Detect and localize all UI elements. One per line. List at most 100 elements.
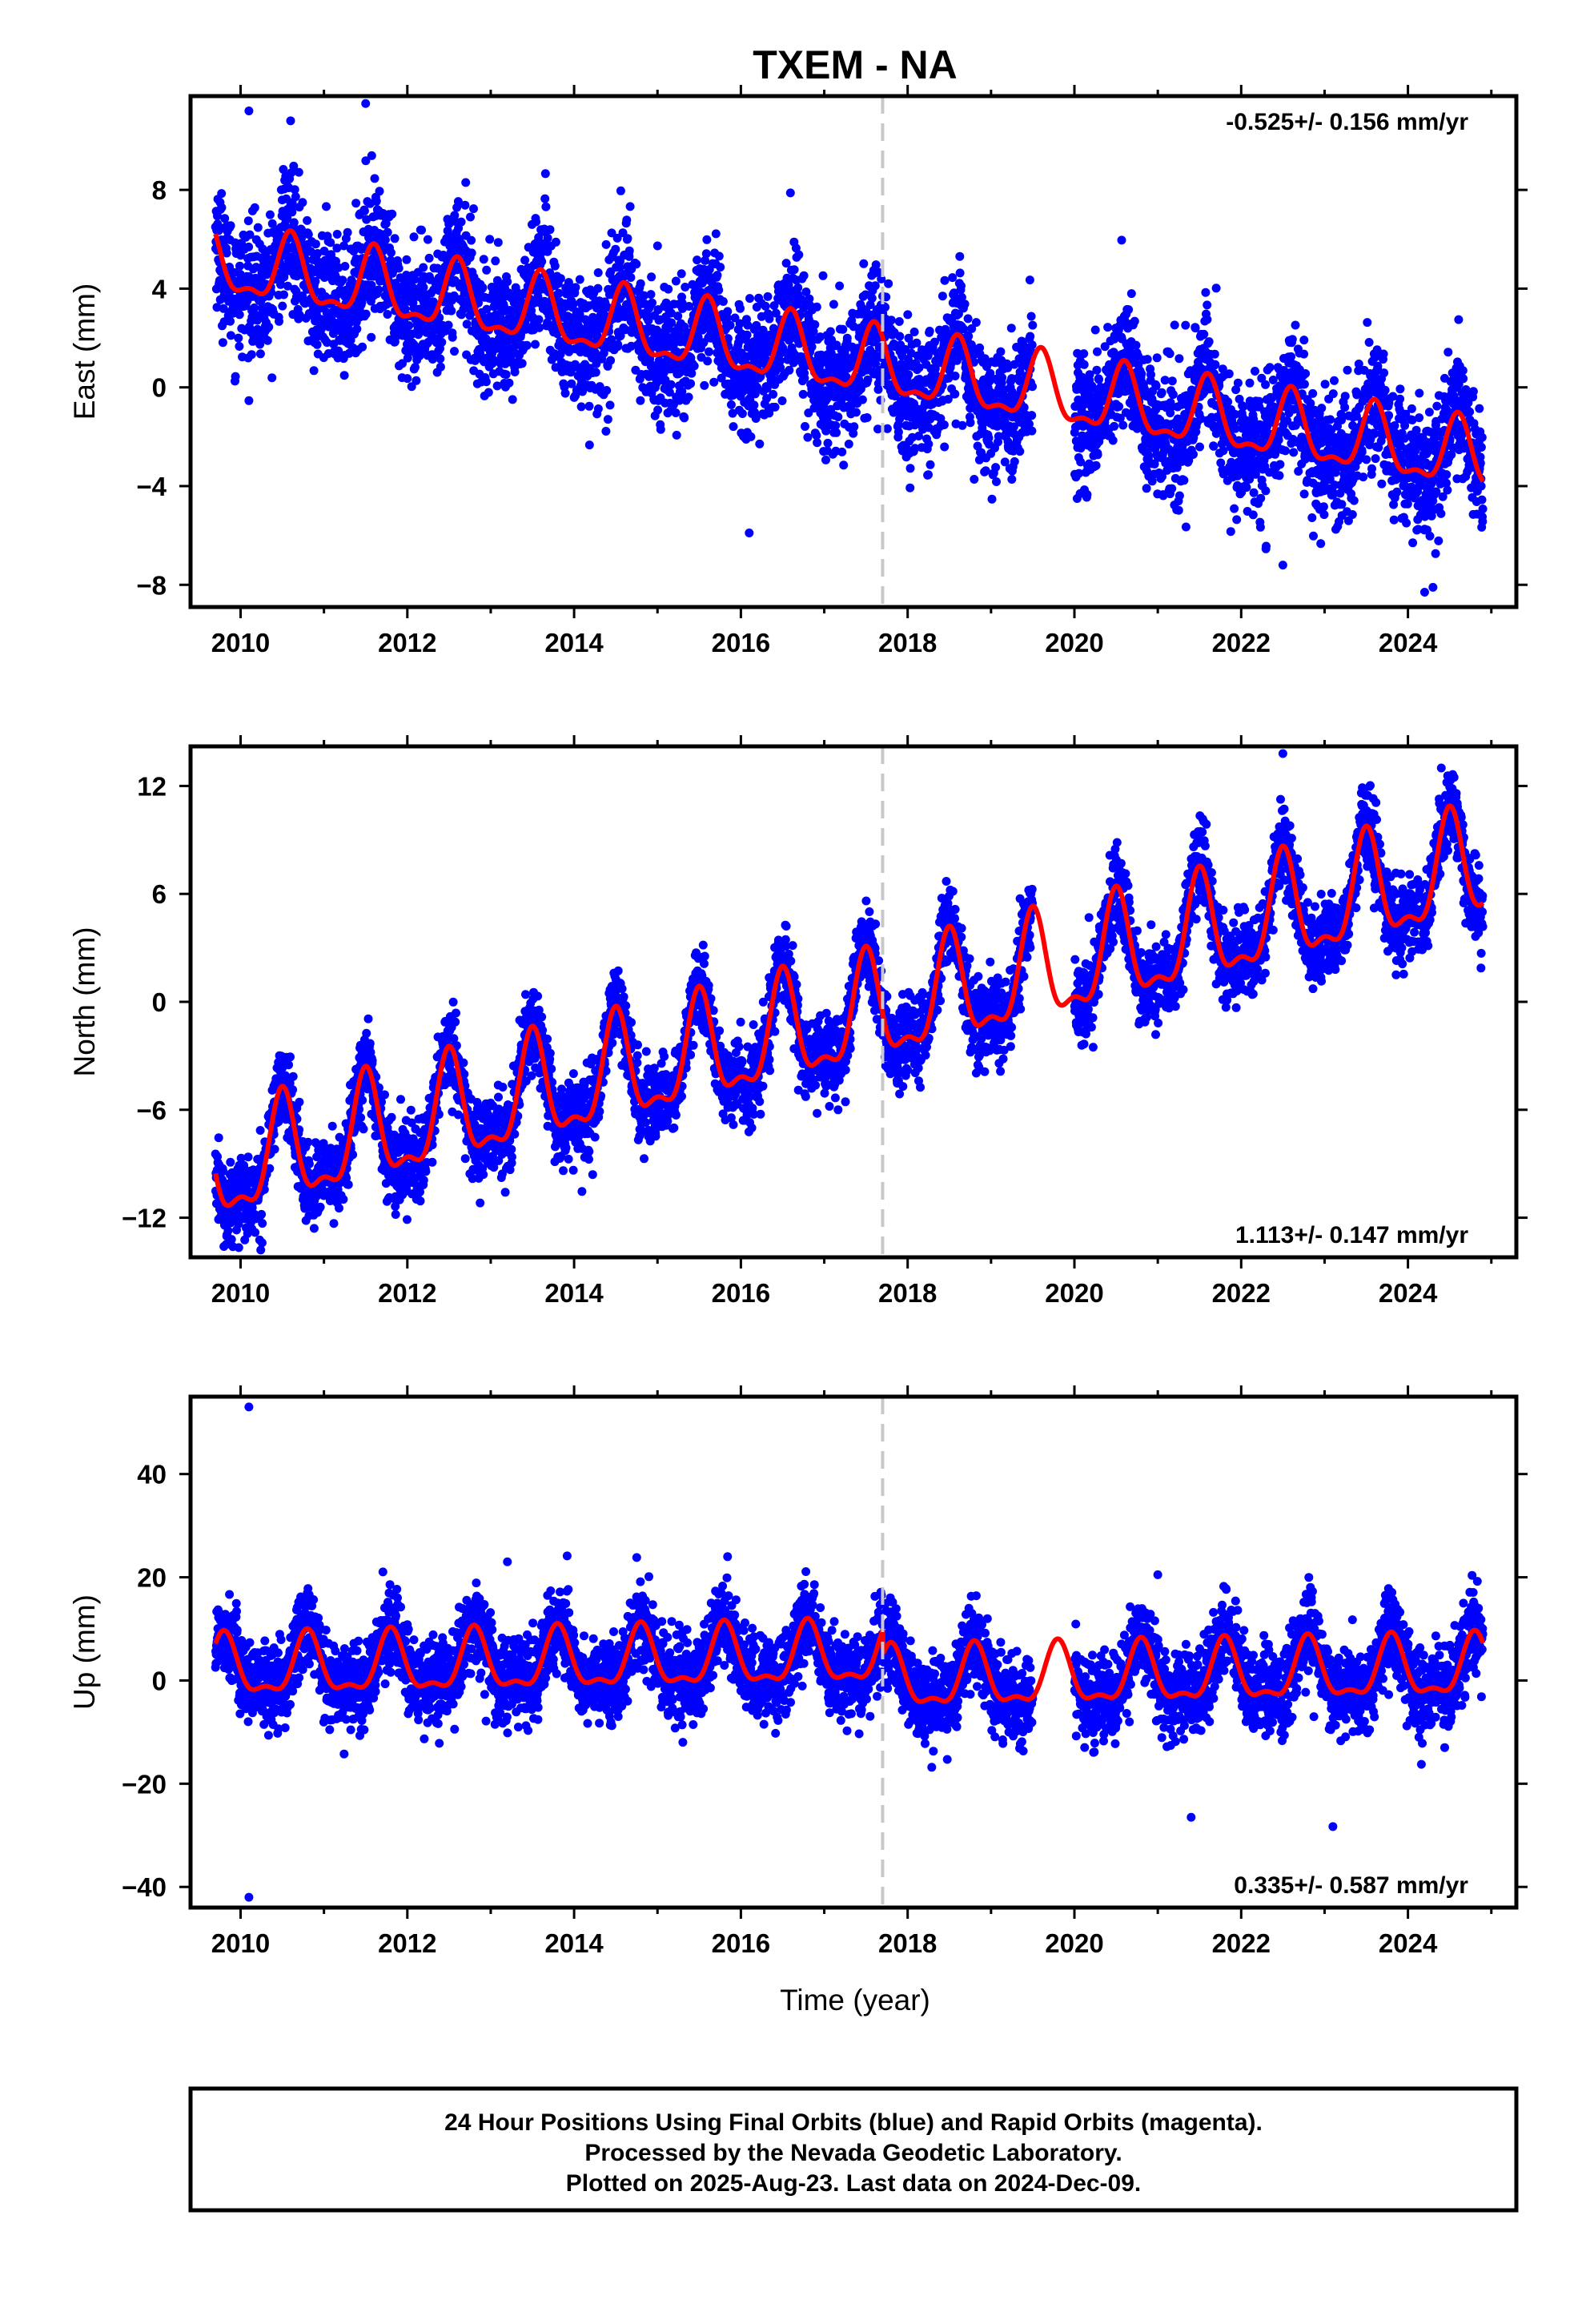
data-point [1343, 365, 1352, 375]
data-point [705, 347, 713, 356]
data-point [1007, 475, 1017, 484]
data-point [402, 255, 412, 264]
data-point [535, 323, 544, 332]
data-point [939, 420, 949, 429]
data-point [367, 280, 376, 290]
data-point [607, 228, 616, 238]
data-point [701, 249, 711, 259]
data-point [255, 340, 265, 349]
data-point [1201, 287, 1211, 297]
data-point [646, 290, 656, 300]
data-point [746, 432, 756, 441]
data-point [894, 317, 904, 326]
data-point [992, 477, 1001, 486]
data-point [576, 402, 586, 412]
data-point [493, 279, 503, 289]
data-point [616, 331, 625, 340]
data-point [298, 198, 307, 207]
data-point [755, 439, 765, 448]
data-point [466, 212, 475, 222]
data-point [1380, 385, 1390, 395]
data-point [244, 396, 254, 405]
data-point [652, 241, 662, 251]
data-point [785, 365, 794, 375]
data-point [671, 276, 681, 286]
data-point [1379, 349, 1388, 359]
data-point [729, 422, 738, 432]
data-point [235, 310, 244, 320]
data-point [417, 225, 426, 235]
data-point [551, 237, 560, 247]
data-point [423, 235, 432, 244]
data-point [334, 346, 343, 356]
data-point [398, 359, 407, 368]
data-point [1326, 415, 1335, 424]
data-point [825, 327, 835, 336]
data-point [357, 297, 367, 307]
data-point [213, 211, 222, 221]
data-point [504, 378, 514, 388]
data-point [1337, 500, 1347, 509]
data-point [505, 306, 515, 315]
data-point [971, 318, 981, 328]
data-point [726, 400, 736, 409]
data-point [736, 304, 745, 313]
data-point [387, 209, 397, 219]
data-point [313, 249, 323, 258]
data-point [1275, 460, 1285, 469]
data-point [1165, 349, 1174, 359]
data-point [540, 194, 550, 203]
data-point [309, 366, 319, 376]
data-point [226, 316, 235, 326]
data-point [844, 440, 853, 448]
data-point [1168, 390, 1178, 400]
data-point [1308, 388, 1318, 398]
data-point [723, 307, 733, 316]
data-point [484, 388, 493, 397]
data-point [1131, 340, 1141, 350]
data-point [794, 250, 804, 259]
data-point [1167, 484, 1177, 493]
data-point [467, 248, 476, 258]
data-point [243, 216, 253, 226]
data-point [602, 386, 612, 395]
data-point [886, 316, 896, 325]
data-point [1108, 436, 1118, 445]
data-point [1289, 448, 1299, 457]
data-point [636, 279, 645, 288]
data-point [948, 273, 958, 283]
data-point [481, 377, 491, 387]
data-point [905, 483, 915, 493]
data-point [1364, 338, 1374, 347]
data-point [851, 408, 861, 417]
data-point [1233, 378, 1243, 388]
data-point [1245, 378, 1255, 388]
chart-title: TXEM - NA [753, 42, 958, 87]
data-point [361, 156, 371, 166]
data-point [482, 304, 492, 314]
data-point [359, 206, 369, 215]
data-point [665, 388, 674, 397]
data-point [615, 263, 624, 272]
data-point [950, 389, 960, 399]
data-point [1230, 504, 1239, 513]
data-point [217, 189, 227, 199]
data-point [647, 272, 656, 282]
data-point [601, 239, 611, 249]
data-point [648, 298, 656, 308]
data-point [1174, 354, 1184, 364]
data-point [1255, 522, 1265, 532]
data-point [882, 424, 892, 433]
data-point [340, 262, 350, 271]
data-point [343, 227, 352, 237]
data-point [537, 257, 547, 267]
data-point [255, 349, 265, 359]
data-point [1281, 446, 1290, 456]
data-point [1248, 510, 1258, 520]
data-point [332, 230, 342, 239]
data-point [1103, 323, 1113, 332]
data-point [653, 405, 663, 415]
data-point [1015, 447, 1025, 456]
data-point [849, 422, 859, 432]
